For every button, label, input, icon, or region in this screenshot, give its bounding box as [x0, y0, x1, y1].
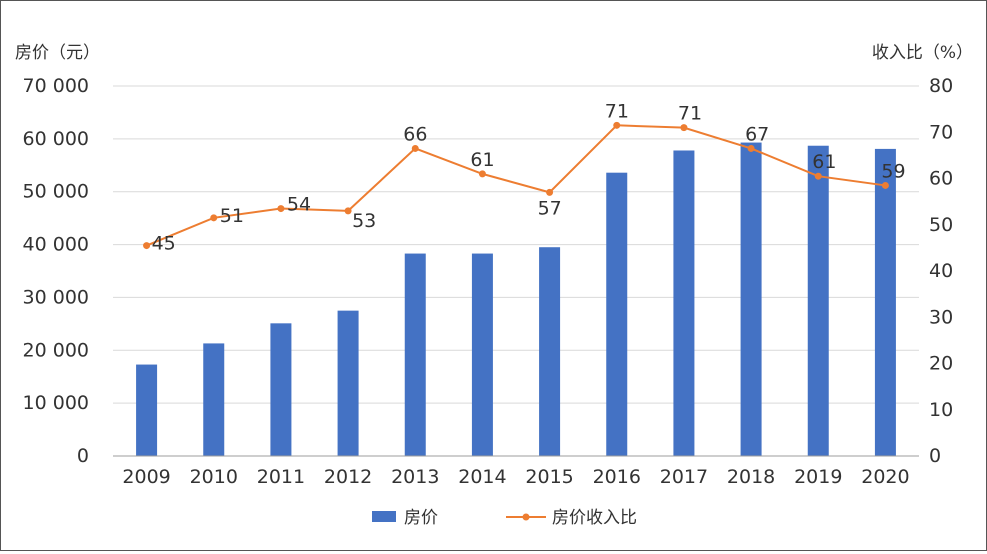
- line-data-label: 59: [881, 160, 905, 182]
- legend-line-label: 房价收入比: [552, 508, 637, 528]
- line-data-label: 61: [812, 151, 836, 173]
- y2-tick-label: 70: [929, 121, 953, 143]
- y2-tick-label: 30: [929, 306, 953, 328]
- x-tick-label: 2011: [257, 466, 305, 488]
- line-point: [881, 181, 889, 189]
- line-data-label: 67: [745, 123, 769, 145]
- y2-tick-label: 40: [929, 260, 953, 282]
- line-data-label: 57: [538, 197, 562, 219]
- gridlines: [113, 85, 919, 404]
- y2-tick-label: 50: [929, 214, 953, 236]
- y-tick-label: 0: [77, 445, 89, 467]
- line-data-label: 71: [605, 100, 629, 122]
- line-point: [143, 242, 151, 250]
- ratio-line-path: [146, 124, 886, 247]
- x-tick-label: 2013: [391, 466, 439, 488]
- y2-tick-label: 0: [929, 445, 941, 467]
- y-axis-right-title: 收入比（%）: [872, 43, 973, 63]
- bar: [136, 364, 158, 456]
- x-axis-ticks: 2009 2010 2011 2012 2013 2014 2015 2016 2017 2018…: [122, 466, 909, 488]
- line-data-label: 61: [470, 149, 494, 171]
- line-point: [747, 144, 755, 152]
- y2-tick-label: 10: [929, 399, 953, 421]
- bar: [673, 150, 695, 456]
- legend-line-marker: [522, 513, 530, 521]
- bar: [337, 310, 359, 456]
- y-tick-label: 50 000: [23, 181, 89, 203]
- line-point: [411, 144, 419, 152]
- line-point: [546, 188, 554, 196]
- y-tick-label: 10 000: [23, 392, 89, 414]
- ratio-line: [143, 121, 889, 250]
- line-point: [277, 205, 285, 213]
- legend: 房价 房价收入比: [372, 508, 637, 528]
- y2-tick-label: 80: [929, 75, 953, 97]
- bars: [136, 142, 896, 457]
- legend-bar-swatch: [372, 511, 396, 522]
- line-point: [613, 121, 621, 129]
- x-tick-label: 2016: [593, 466, 641, 488]
- x-tick-label: 2017: [660, 466, 708, 488]
- bar: [874, 148, 896, 456]
- bar: [404, 253, 426, 456]
- x-tick-label: 2015: [525, 466, 573, 488]
- line-point: [344, 207, 352, 215]
- bar: [471, 253, 493, 456]
- line-point: [210, 214, 218, 222]
- x-tick-label: 2010: [190, 466, 238, 488]
- bar: [606, 172, 628, 456]
- y-axis-left-ticks: 0 10 000 20 000 30 000 40 000 50 000 60 000 70 …: [23, 75, 89, 467]
- line-data-label: 53: [352, 210, 376, 232]
- y-axis-right-ticks: 0 10 20 30 40 50 60 70 80: [929, 75, 953, 467]
- x-tick-label: 2012: [324, 466, 372, 488]
- line-point: [680, 124, 688, 132]
- y-axis-left-title: 房价（元）: [15, 43, 100, 63]
- x-tick-label: 2019: [794, 466, 842, 488]
- y-tick-label: 60 000: [23, 128, 89, 150]
- line-data-label: 71: [678, 103, 702, 125]
- y-tick-label: 40 000: [23, 234, 89, 256]
- x-tick-label: 2009: [122, 466, 170, 488]
- x-tick-label: 2014: [458, 466, 506, 488]
- x-tick-label: 2020: [861, 466, 909, 488]
- y2-tick-label: 20: [929, 353, 953, 375]
- bar: [203, 343, 225, 456]
- y-tick-label: 20 000: [23, 339, 89, 361]
- bar: [539, 247, 561, 456]
- line-data-label: 51: [220, 205, 244, 227]
- x-tick-label: 2018: [727, 466, 775, 488]
- line-data-label: 66: [403, 123, 427, 145]
- y-tick-label: 30 000: [23, 286, 89, 308]
- line-point: [814, 172, 822, 180]
- line-point: [478, 170, 486, 178]
- legend-bar-label: 房价: [404, 508, 438, 528]
- bar: [270, 323, 292, 456]
- data-labels: 45 51 54 53 66 61 57 71 71 67 61 59: [152, 100, 906, 254]
- y-tick-label: 70 000: [23, 75, 89, 97]
- line-data-label: 45: [152, 233, 176, 255]
- bar: [740, 142, 762, 457]
- line-data-label: 54: [287, 194, 311, 216]
- bar: [807, 145, 829, 456]
- y2-tick-label: 60: [929, 168, 953, 190]
